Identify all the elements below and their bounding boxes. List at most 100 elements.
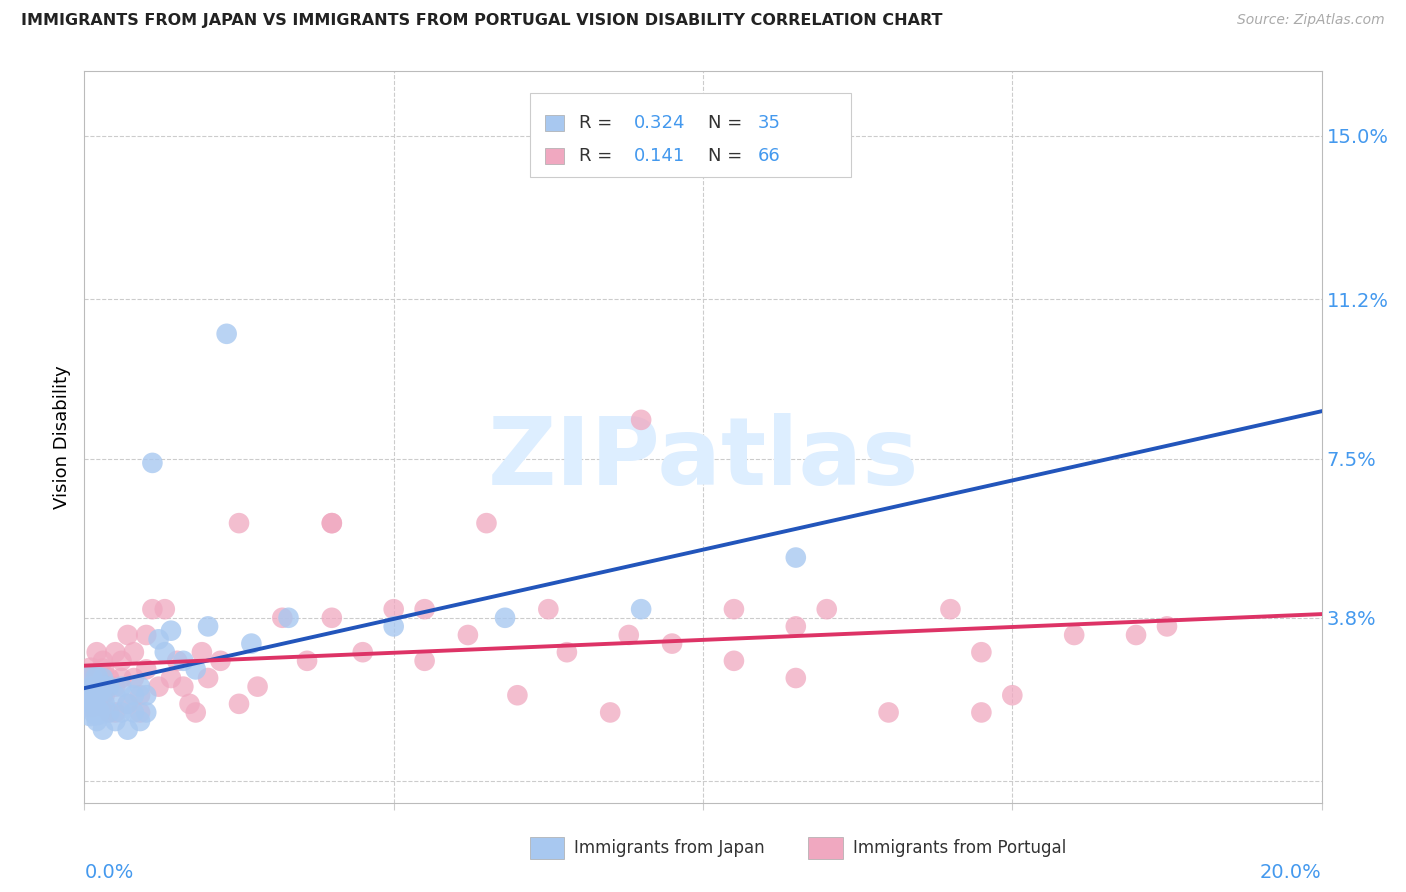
Point [91,671,114,685]
Text: R =: R = [578,147,623,165]
Point [599,706,621,720]
Text: 20.0%: 20.0% [1260,863,1322,882]
Point [172,654,194,668]
Point [110,706,132,720]
Point [153,645,176,659]
Text: Source: ZipAtlas.com: Source: ZipAtlas.com [1237,13,1385,28]
Point [970,645,993,659]
Point [135,706,157,720]
Point [86,714,108,728]
Point [277,611,299,625]
Point [79,680,101,694]
FancyBboxPatch shape [544,115,564,131]
Point [141,456,163,470]
Point [104,688,127,702]
Point [630,413,652,427]
Point [110,671,132,685]
Point [555,645,578,659]
Point [271,611,294,625]
Text: 35: 35 [758,114,780,132]
Text: 66: 66 [758,147,780,165]
Point [321,516,343,530]
Point [122,706,145,720]
Point [79,680,101,694]
Point [382,602,405,616]
Point [79,697,101,711]
Point [117,697,139,711]
Point [79,697,101,711]
Point [86,671,108,685]
Point [141,602,163,616]
Point [970,706,993,720]
Point [184,662,207,676]
Point [160,624,183,638]
Point [179,697,201,711]
Point [104,680,127,694]
Point [117,723,139,737]
Point [104,714,127,728]
Point [815,602,838,616]
Point [785,671,807,685]
FancyBboxPatch shape [530,838,564,859]
Text: N =: N = [709,147,748,165]
Point [506,688,529,702]
FancyBboxPatch shape [808,838,842,859]
FancyBboxPatch shape [544,148,564,164]
Point [110,680,132,694]
Point [98,680,121,694]
Point [382,619,405,633]
Point [91,688,114,702]
Point [413,654,436,668]
Text: ZIPatlas: ZIPatlas [488,413,918,505]
Point [91,662,114,676]
Point [79,706,101,720]
Point [939,602,962,616]
Point [321,611,343,625]
Text: Immigrants from Japan: Immigrants from Japan [574,839,765,857]
Point [117,628,139,642]
Point [295,654,318,668]
Point [197,671,219,685]
Point [91,697,114,711]
Text: 0.0%: 0.0% [84,863,134,882]
Point [215,326,238,341]
Point [877,706,900,720]
Point [172,680,194,694]
Point [86,688,108,702]
Point [413,602,436,616]
Point [122,688,145,702]
Y-axis label: Vision Disability: Vision Disability [53,365,72,509]
Point [86,671,108,685]
Point [197,619,219,633]
Point [129,688,152,702]
Point [723,654,745,668]
Point [457,628,479,642]
Text: 0.324: 0.324 [634,114,686,132]
Point [240,637,263,651]
Point [129,714,152,728]
Point [104,706,127,720]
Point [98,671,121,685]
Point [98,706,121,720]
Point [122,671,145,685]
Point [537,602,560,616]
Point [135,628,157,642]
Point [723,602,745,616]
Point [1063,628,1085,642]
Point [166,654,188,668]
Point [86,688,108,702]
Point [352,645,374,659]
Point [475,516,498,530]
Text: Immigrants from Portugal: Immigrants from Portugal [852,839,1066,857]
FancyBboxPatch shape [530,94,852,178]
Point [785,619,807,633]
Point [91,688,114,702]
Point [79,697,101,711]
Point [1156,619,1178,633]
Point [148,632,170,647]
Point [86,680,108,694]
Point [98,706,121,720]
Text: R =: R = [578,114,617,132]
Point [91,654,114,668]
Point [86,697,108,711]
